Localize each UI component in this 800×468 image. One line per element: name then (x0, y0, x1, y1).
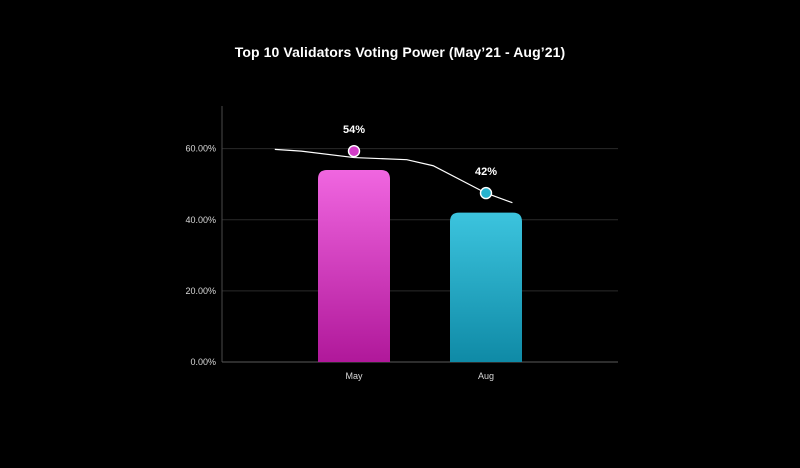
y-tick-label: 0.00% (190, 357, 216, 367)
x-tick-label: May (345, 371, 363, 381)
x-tick-label: Aug (478, 371, 494, 381)
y-tick-label: 20.00% (185, 286, 216, 296)
data-point-marker (347, 144, 361, 158)
y-tick-label: 40.00% (185, 215, 216, 225)
data-label: 42% (475, 166, 497, 178)
data-label: 54% (343, 124, 365, 136)
bar-may (318, 170, 390, 362)
data-point-marker (479, 186, 493, 200)
bar-aug (450, 212, 522, 362)
chart-title: Top 10 Validators Voting Power (May’21 -… (234, 44, 566, 60)
y-tick-label: 60.00% (185, 144, 216, 154)
